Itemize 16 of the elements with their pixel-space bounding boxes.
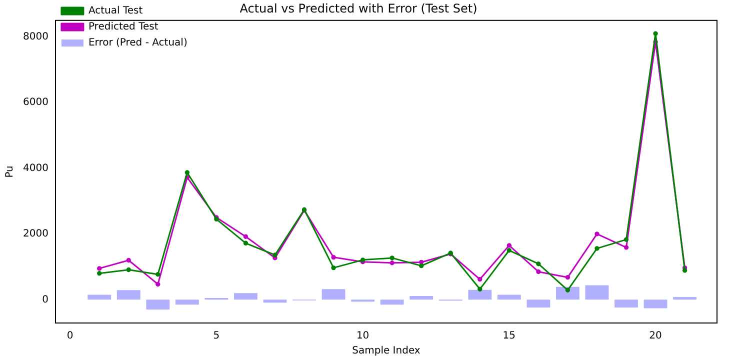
legend-label: Error (Pred - Actual) xyxy=(88,38,188,49)
legend-label: Actual Test xyxy=(88,6,143,17)
x-tick-label: 0 xyxy=(66,330,74,342)
chart-title: Actual vs Predicted with Error (Test Set) xyxy=(240,1,478,16)
x-tick-label: 10 xyxy=(356,330,370,342)
x-axis-title: Sample Index xyxy=(352,346,420,357)
legend-label: Predicted Test xyxy=(88,22,158,33)
x-tick-label: 20 xyxy=(649,330,662,342)
y-axis-title: Pu xyxy=(4,166,16,178)
y-tick-label: 4000 xyxy=(22,162,48,174)
x-tick-label: 5 xyxy=(213,330,220,342)
y-tick-label: 8000 xyxy=(22,31,48,42)
y-tick-label: 6000 xyxy=(22,97,48,108)
x-tick-label: 15 xyxy=(502,330,516,342)
y-tick-label: 0 xyxy=(42,294,48,306)
y-tick-label: 2000 xyxy=(22,228,48,240)
